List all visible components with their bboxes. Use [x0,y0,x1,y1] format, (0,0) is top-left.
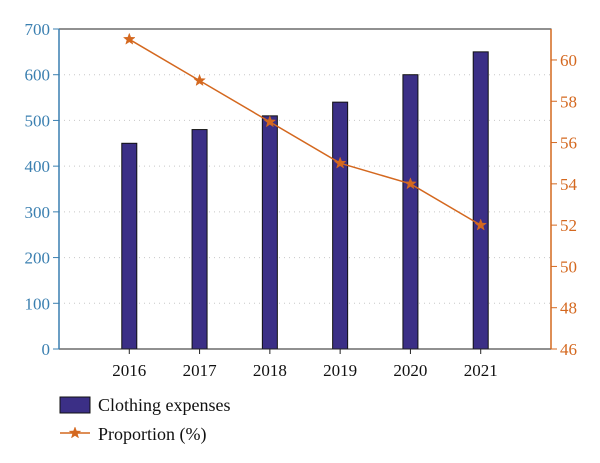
y-left-tick-label: 0 [42,340,51,359]
legend-star-marker [68,426,82,439]
y-right-tick-label: 60 [560,51,577,70]
point-proportion-star [474,218,488,231]
bar-series [121,51,489,350]
y-axis-right: 46 48 50 52 54 56 58 60 [550,29,578,359]
y-left-tick-label: 600 [25,66,51,85]
x-tick-label: 2017 [183,361,218,380]
y-right-tick-label: 52 [560,216,577,235]
x-tick-label: 2019 [323,361,357,380]
y-left-tick-label: 100 [25,294,51,313]
point-proportion-star [333,156,347,169]
bar-clothing-expenses [261,115,278,350]
x-tick-label: 2020 [393,361,427,380]
y-left-tick-label: 700 [25,20,51,39]
point-proportion-star [263,115,277,128]
bar-clothing-expenses [332,101,349,350]
legend-label-line: Proportion (%) [98,424,206,445]
bar-clothing-expenses [402,74,419,350]
point-proportion-star [122,32,136,45]
y-right-tick-label: 50 [560,257,577,276]
y-left-tick-label: 500 [25,111,51,130]
legend: Clothing expenses Proportion (%) [59,395,231,445]
bar-clothing-expenses [121,142,138,350]
y-right-tick-label: 48 [560,299,577,318]
y-right-tick-label: 46 [560,340,577,359]
gridlines [59,74,551,304]
bar-clothing-expenses [472,51,489,350]
x-tick-label: 2016 [112,361,146,380]
y-right-tick-label: 54 [560,175,578,194]
line-series [122,32,488,231]
y-left-tick-label: 200 [25,249,51,268]
x-tick-label: 2018 [253,361,287,380]
point-proportion-star [193,73,206,87]
y-axis-left: 0 100 200 300 400 500 600 700 [25,20,60,359]
legend-star-icon [68,426,82,439]
y-left-tick-label: 300 [25,203,51,222]
x-axis: 2016 2017 2018 2019 2020 2021 [112,349,498,380]
x-tick-label: 2021 [464,361,498,380]
legend-label-bar: Clothing expenses [98,395,231,415]
bar-clothing-expenses [191,129,208,350]
y-left-tick-label: 400 [25,157,51,176]
y-right-tick-label: 58 [560,92,577,111]
legend-swatch-bar [59,396,91,414]
line-proportion [128,38,482,226]
y-right-tick-label: 56 [560,134,577,153]
point-proportion-star [404,177,417,190]
